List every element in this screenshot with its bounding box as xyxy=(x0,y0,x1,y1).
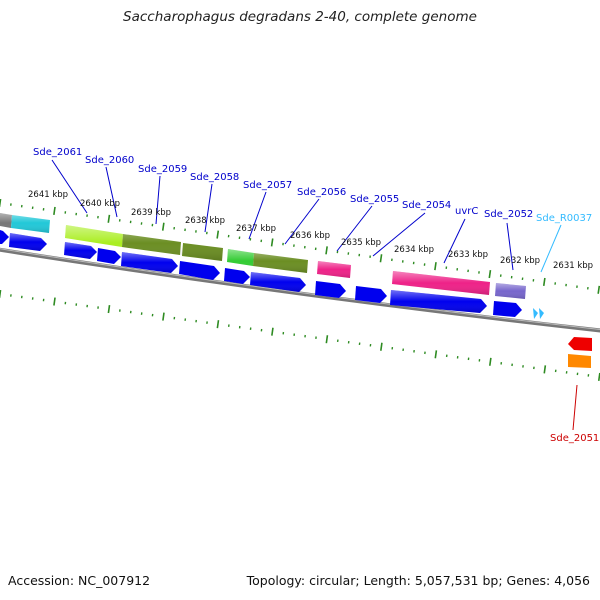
cds-arrow xyxy=(179,261,220,280)
major-tick xyxy=(542,277,546,286)
gene-label[interactable]: Sde_2055 xyxy=(350,194,399,205)
reverse-feature-track xyxy=(568,337,592,368)
label-leaders xyxy=(51,159,578,431)
feature-red xyxy=(568,337,592,351)
major-tick xyxy=(543,365,547,374)
gene-label[interactable]: Sde_R0037 xyxy=(536,213,592,224)
major-tick xyxy=(162,312,165,321)
feature-orange xyxy=(568,354,591,368)
cds-arrow xyxy=(0,230,9,244)
accession-text: Accession: NC_007912 xyxy=(8,573,151,588)
gene-label[interactable]: Sde_2059 xyxy=(138,164,187,175)
genome-summary: Topology: circular; Length: 5,057,531 bp… xyxy=(246,573,590,588)
inner-tick-ruler xyxy=(0,289,600,381)
major-tick xyxy=(325,335,329,344)
outer-feature-track xyxy=(0,213,526,299)
tick-label: 2631 kbp xyxy=(553,261,593,271)
gene-label[interactable]: Sde_2058 xyxy=(190,172,239,183)
tick-label: 2632 kbp xyxy=(500,256,540,266)
genome-title: Saccharophagus degradans 2-40, complete … xyxy=(123,9,477,25)
major-tick xyxy=(270,238,274,247)
gene-label[interactable]: Sde_2061 xyxy=(33,147,82,158)
major-tick xyxy=(488,357,492,366)
tick-labels: 2641 kbp 2640 kbp 2639 kbp 2638 kbp 2637 kbp… xyxy=(28,190,593,271)
gene-label[interactable]: Sde_2054 xyxy=(402,200,451,211)
tick-label: 2641 kbp xyxy=(28,190,68,200)
gene-label[interactable]: Sde_2057 xyxy=(243,180,292,191)
major-tick xyxy=(161,222,165,231)
major-tick xyxy=(488,269,492,279)
cds-track xyxy=(0,230,544,319)
major-tick xyxy=(379,254,383,263)
rna-arrow xyxy=(533,308,538,319)
gene-label[interactable]: Sde_2051 xyxy=(550,433,599,444)
tick-label: 2638 kbp xyxy=(185,216,225,226)
major-tick xyxy=(597,285,600,294)
major-tick xyxy=(107,305,111,314)
gene-label[interactable]: Sde_2060 xyxy=(85,155,134,166)
major-tick xyxy=(107,214,111,223)
major-tick xyxy=(216,230,220,239)
major-tick xyxy=(0,198,2,208)
cds-arrow xyxy=(97,248,121,264)
major-tick xyxy=(380,342,383,351)
major-tick xyxy=(53,297,56,306)
tick-label: 2640 kbp xyxy=(80,199,120,209)
tick-label: 2635 kbp xyxy=(341,238,381,248)
outer-tick-ruler xyxy=(0,198,600,294)
major-tick xyxy=(434,262,437,271)
rna-arrow xyxy=(539,308,544,319)
major-tick xyxy=(216,320,220,329)
major-tick xyxy=(434,350,438,359)
major-tick xyxy=(271,327,274,336)
gene-label[interactable]: Sde_2052 xyxy=(484,209,533,220)
major-tick xyxy=(53,206,56,215)
gene-label[interactable]: uvrC xyxy=(455,206,478,217)
tick-label: 2636 kbp xyxy=(290,231,330,241)
cds-arrow xyxy=(493,301,522,317)
gene-label[interactable]: Sde_2056 xyxy=(297,187,346,198)
cds-arrow xyxy=(224,268,250,284)
tick-label: 2639 kbp xyxy=(131,208,171,218)
tick-label: 2637 kbp xyxy=(236,224,276,234)
tick-label: 2633 kbp xyxy=(448,250,488,260)
cds-arrow xyxy=(355,286,387,303)
major-tick xyxy=(325,246,328,255)
genome-backbone xyxy=(0,247,600,333)
tick-label: 2634 kbp xyxy=(394,245,434,255)
cds-arrow xyxy=(315,281,346,298)
major-tick xyxy=(0,289,2,299)
